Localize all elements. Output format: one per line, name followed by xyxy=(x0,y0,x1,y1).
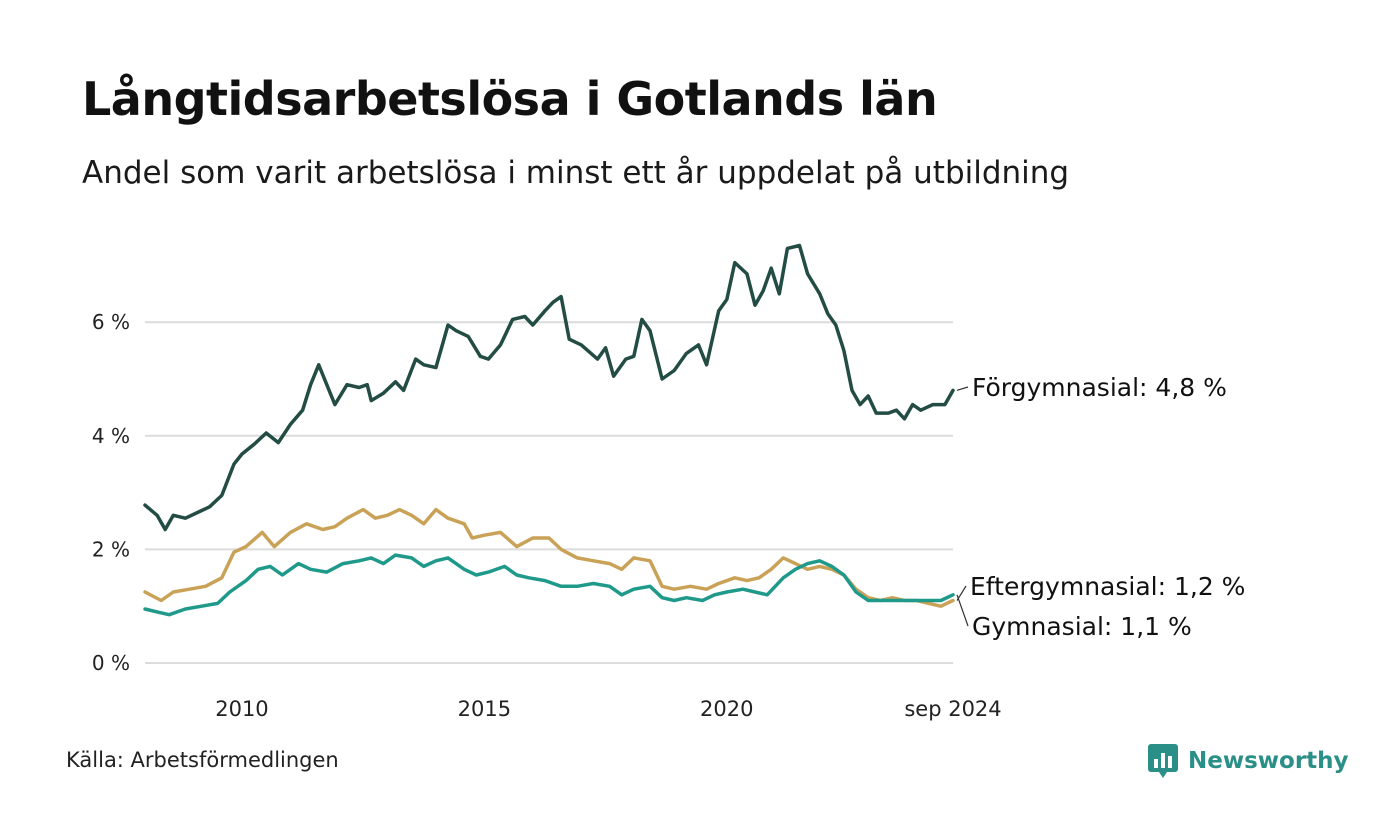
series-line-gymnasial xyxy=(143,553,955,617)
series-line-eftergymnasial xyxy=(143,507,955,608)
y-tick-label: 4 % xyxy=(92,424,130,448)
chart-subtitle: Andel som varit arbetslösa i minst ett å… xyxy=(82,155,1070,191)
label-connector xyxy=(956,386,969,391)
y-tick-label: 2 % xyxy=(92,537,130,561)
y-tick-label: 0 % xyxy=(92,651,130,675)
x-tick-label: 2020 xyxy=(700,697,753,721)
x-tick-label: 2010 xyxy=(215,697,268,721)
y-tick-label: 6 % xyxy=(92,310,130,334)
x-tick-label: sep 2024 xyxy=(904,697,1001,721)
label-connector xyxy=(956,594,969,627)
series-line-forgymnasial xyxy=(143,243,955,532)
x-tick-label: 2015 xyxy=(458,697,511,721)
newsworthy-chart-icon xyxy=(1148,744,1178,778)
source-note: Källa: Arbetsförmedlingen xyxy=(66,748,339,772)
series-end-label: Förgymnasial: 4,8 % xyxy=(972,373,1227,402)
series-end-label: Eftergymnasial: 1,2 % xyxy=(970,572,1245,601)
chart-title: Långtidsarbetslösa i Gotlands län xyxy=(82,72,938,126)
brand-name: Newsworthy xyxy=(1188,748,1349,774)
series-end-label: Gymnasial: 1,1 % xyxy=(972,612,1192,641)
brand-logo[interactable]: Newsworthy xyxy=(1148,744,1349,778)
